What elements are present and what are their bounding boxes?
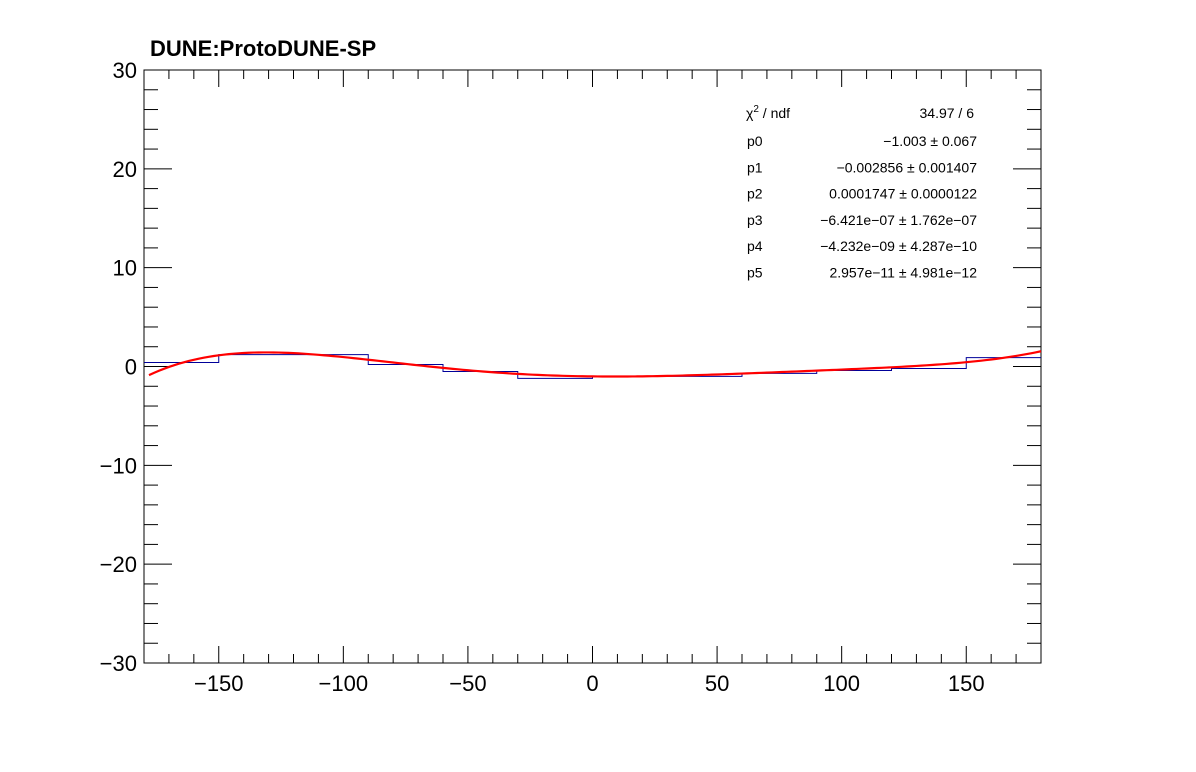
y-tick-labels: −30 −20 −10 0 10 20 30 bbox=[100, 58, 137, 676]
chi-symbol: χ bbox=[746, 105, 754, 121]
chart-title: DUNE:ProtoDUNE-SP bbox=[150, 36, 376, 61]
stat-param-value: −6.421e−07 ± 1.762e−07 bbox=[820, 212, 977, 228]
y-tick-label: 10 bbox=[113, 256, 137, 281]
y-tick-label: −10 bbox=[100, 453, 137, 478]
stat-param-value: 2.957e−11 ± 4.981e−12 bbox=[829, 265, 977, 281]
stat-param-label: p4 bbox=[747, 238, 763, 254]
axis-ticks bbox=[144, 69, 1042, 664]
x-tick-labels: −150 −100 −50 0 50 100 150 bbox=[194, 671, 985, 696]
stat-param-value: −1.003 ± 0.067 bbox=[883, 133, 977, 149]
x-tick-label: −50 bbox=[449, 671, 486, 696]
x-tick-label: 0 bbox=[586, 671, 598, 696]
x-tick-label: 150 bbox=[948, 671, 985, 696]
stat-param-label: p2 bbox=[747, 186, 763, 202]
stat-param-value: 0.0001747 ± 0.0000122 bbox=[829, 186, 977, 202]
y-tick-label: 0 bbox=[125, 355, 137, 380]
x-tick-label: 50 bbox=[705, 671, 729, 696]
stat-param-label: p3 bbox=[747, 212, 763, 228]
x-tick-label: −100 bbox=[319, 671, 369, 696]
stat-param-label: p1 bbox=[747, 159, 763, 175]
y-tick-label: 20 bbox=[113, 157, 137, 182]
y-tick-label: −30 bbox=[100, 651, 137, 676]
stat-param-value: −4.232e−09 ± 4.287e−10 bbox=[820, 238, 977, 254]
stat-header-label: χ2 / ndf bbox=[746, 104, 790, 121]
stat-param-value: −0.002856 ± 0.001407 bbox=[837, 159, 978, 175]
x-tick-label: −150 bbox=[194, 671, 244, 696]
y-tick-label: 30 bbox=[113, 58, 137, 83]
stat-param-label: p5 bbox=[747, 265, 763, 281]
y-tick-label: −20 bbox=[100, 552, 137, 577]
superscript-2: 2 bbox=[753, 104, 759, 115]
fit-curve bbox=[148, 350, 1042, 378]
stat-header-value: 34.97 / 6 bbox=[920, 105, 975, 121]
fit-stats-box: χ2 / ndf 34.97 / 6 p0 −1.003 ± 0.067 p1 −0.… bbox=[746, 104, 977, 281]
stat-header-ndf: ndf bbox=[771, 105, 791, 121]
stat-param-label: p0 bbox=[747, 133, 763, 149]
fit-line bbox=[148, 350, 1042, 378]
x-tick-label: 100 bbox=[823, 671, 860, 696]
